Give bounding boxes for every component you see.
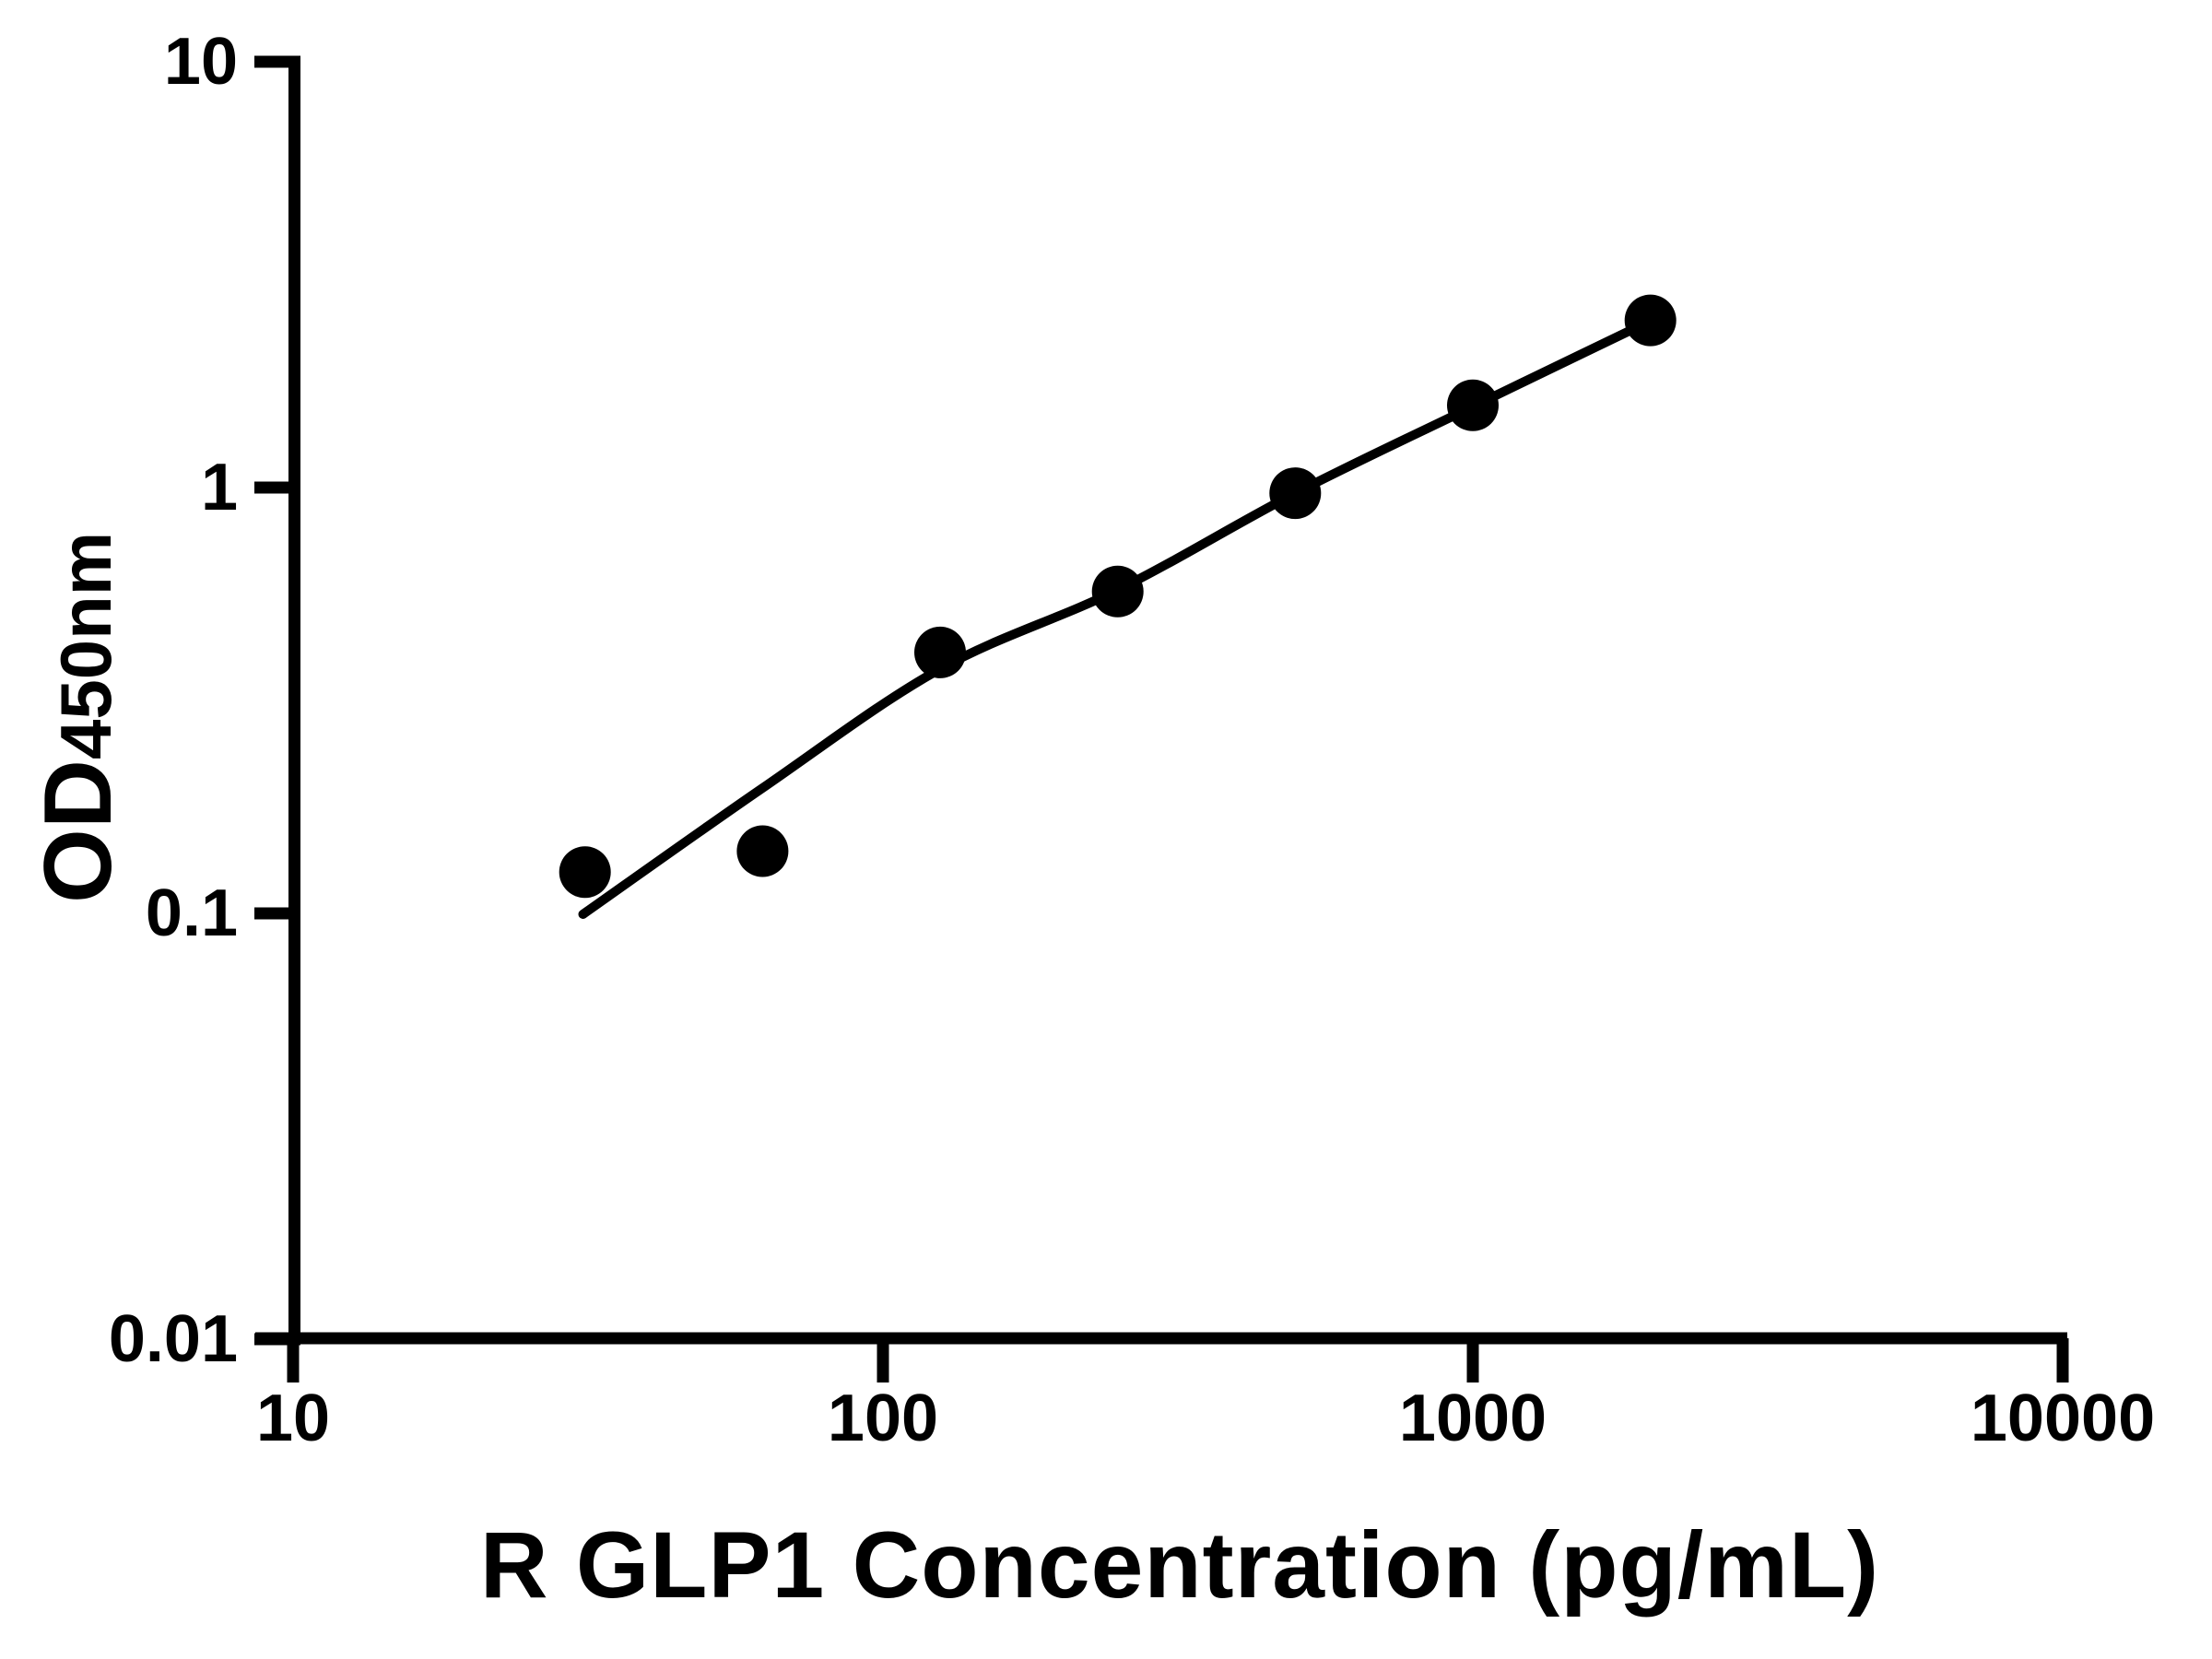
x-tick-label: 10000 xyxy=(1971,1382,2155,1455)
y-tick xyxy=(254,481,300,494)
x-tick xyxy=(877,1338,889,1382)
x-tick xyxy=(2056,1338,2069,1382)
x-tick-label: 10 xyxy=(256,1382,330,1455)
data-point xyxy=(1624,294,1677,347)
data-point xyxy=(559,846,611,899)
x-tick xyxy=(287,1338,300,1382)
y-axis-title-main: OD xyxy=(25,759,132,903)
data-point xyxy=(1447,379,1499,431)
data-point xyxy=(736,825,789,877)
y-tick-label: 10 xyxy=(164,25,238,99)
y-axis-title: OD450nm xyxy=(25,532,132,903)
y-tick xyxy=(254,55,300,68)
x-tick-label: 100 xyxy=(828,1382,938,1455)
axis-ticks xyxy=(254,55,2069,1382)
data-point xyxy=(1269,467,1322,520)
y-tick-label: 1 xyxy=(201,451,238,524)
data-point xyxy=(914,626,966,678)
data-series xyxy=(559,294,1677,919)
axes xyxy=(255,55,2067,1345)
y-axis-title-sub: 450nm xyxy=(45,532,126,759)
x-axis-title: R GLP1 Concentration (pg/mL) xyxy=(480,1512,1879,1618)
data-point xyxy=(1091,565,1144,618)
y-axis-line xyxy=(288,55,300,1345)
y-tick xyxy=(254,907,300,920)
x-tick xyxy=(1466,1338,1479,1382)
x-axis-line xyxy=(255,1332,2067,1345)
y-tick-label: 0.1 xyxy=(146,877,238,950)
x-tick-label: 1000 xyxy=(1399,1382,1547,1455)
y-tick-label: 0.01 xyxy=(109,1302,238,1376)
